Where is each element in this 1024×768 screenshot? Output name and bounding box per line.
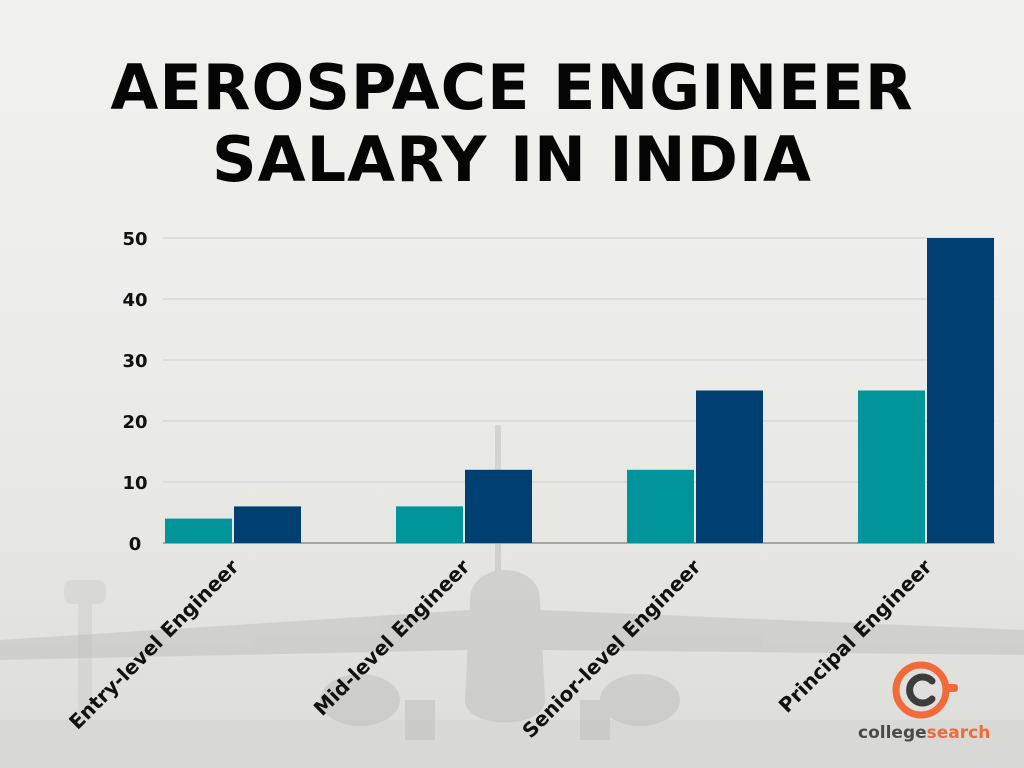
x-category-label: Senior-level Engineer xyxy=(517,554,705,742)
logo-c-icon xyxy=(892,661,958,719)
logo-wordmark: collegesearch xyxy=(858,723,991,743)
x-category-label: Entry-level Engineer xyxy=(64,554,244,734)
y-tick-label: 20 xyxy=(122,412,147,433)
x-category-label: Mid-level Engineer xyxy=(309,554,475,720)
y-tick-label: 0 xyxy=(129,534,142,555)
bar-series1-3 xyxy=(627,469,694,543)
bars xyxy=(165,238,994,543)
bar-series2-3 xyxy=(696,390,763,543)
bar-series1-4 xyxy=(858,390,925,543)
y-axis-ticks: 0 10 20 30 40 50 xyxy=(122,229,147,555)
bar-series1-1 xyxy=(165,518,232,543)
title-line-1: AEROSPACE ENGINEER xyxy=(110,51,914,124)
grid-lines xyxy=(163,237,995,544)
bar-series2-2 xyxy=(465,469,532,543)
bar-series2-4 xyxy=(927,238,994,543)
bar-series1-2 xyxy=(396,506,463,543)
title-line-2: SALARY IN INDIA xyxy=(212,123,812,196)
logo-word-search: search xyxy=(926,723,991,743)
y-tick-label: 10 xyxy=(122,473,147,494)
y-tick-label: 50 xyxy=(122,229,147,250)
logo-word-college: college xyxy=(858,723,927,743)
y-tick-label: 30 xyxy=(122,351,147,372)
y-tick-label: 40 xyxy=(122,290,147,311)
page-title: AEROSPACE ENGINEER SALARY IN INDIA xyxy=(0,52,1024,196)
bar-series2-1 xyxy=(234,506,301,543)
x-axis-labels: Entry-level Engineer Mid-level Engineer Se… xyxy=(64,554,937,742)
collegesearch-logo: collegesearch xyxy=(858,660,991,750)
